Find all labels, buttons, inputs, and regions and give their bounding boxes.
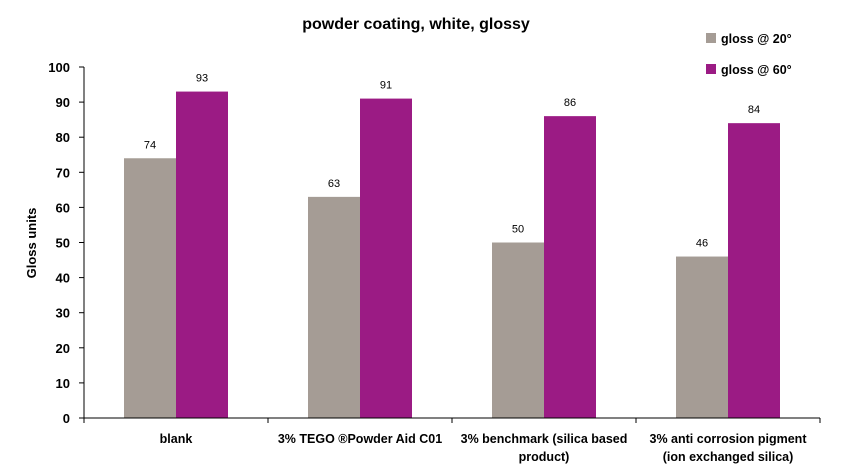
data-label: 93 [196, 73, 208, 85]
data-labels: 74 93 63 91 50 86 46 84 [144, 73, 760, 250]
y-tick-label: 100 [48, 60, 70, 75]
y-tick-label: 30 [56, 306, 70, 321]
y-tick-label: 80 [56, 130, 70, 145]
x-category-label: 3% anti corrosion pigment [650, 432, 808, 446]
x-axis: blank 3% TEGO ®Powder Aid C01 3% benchmark… [83, 417, 821, 464]
bar-gloss-60 [728, 123, 780, 418]
y-tick-label: 50 [56, 236, 70, 251]
bar-gloss-20 [124, 158, 176, 418]
y-tick-label: 10 [56, 376, 70, 391]
x-category-label: product) [519, 450, 570, 464]
bar-gloss-20 [492, 242, 544, 418]
bar-gloss-20 [308, 196, 360, 418]
legend-swatch [706, 64, 716, 74]
x-category-label: blank [160, 432, 193, 446]
bars [124, 91, 780, 418]
data-label: 74 [144, 139, 156, 151]
data-label: 84 [748, 104, 760, 116]
bar-gloss-60 [176, 91, 228, 418]
data-label: 91 [380, 80, 392, 92]
x-category-label: 3% TEGO ®Powder Aid C01 [278, 432, 442, 446]
x-category-label: (ion exchanged silica) [663, 450, 794, 464]
bar-gloss-60 [544, 116, 596, 418]
data-label: 50 [512, 224, 524, 236]
data-label: 63 [328, 178, 340, 190]
y-tick-label: 90 [56, 95, 70, 110]
legend-label: gloss @ 20° [721, 32, 792, 46]
legend-swatch [706, 33, 716, 43]
bar-gloss-60 [360, 98, 412, 418]
data-label: 86 [564, 97, 576, 109]
y-tick-label: 40 [56, 271, 70, 286]
y-tick-label: 60 [56, 200, 70, 215]
y-tick-label: 20 [56, 341, 70, 356]
legend: gloss @ 20° gloss @ 60° [706, 32, 792, 77]
y-tick-label: 70 [56, 165, 70, 180]
y-tick-label: 0 [63, 411, 70, 426]
y-axis: 0 10 20 30 40 50 60 70 80 90 100 [48, 60, 85, 426]
bar-gloss-20 [676, 256, 728, 418]
chart-title: powder coating, white, glossy [302, 16, 530, 33]
data-label: 46 [696, 238, 708, 250]
legend-label: gloss @ 60° [721, 63, 792, 77]
y-axis-label: Gloss units [24, 208, 39, 279]
x-category-label: 3% benchmark (silica based [461, 432, 628, 446]
